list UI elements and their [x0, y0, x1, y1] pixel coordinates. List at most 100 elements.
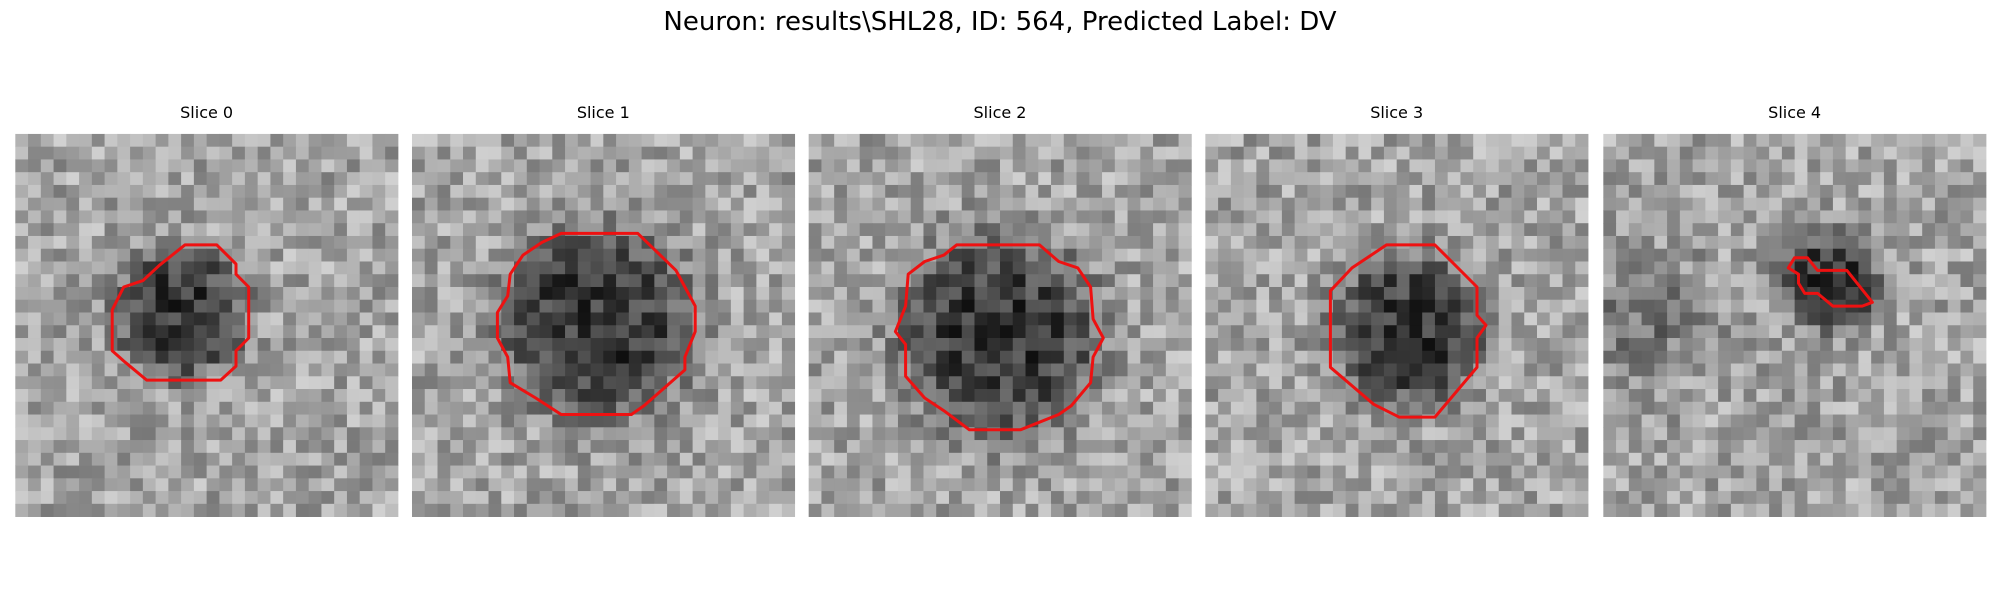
pixel: [781, 248, 796, 262]
pixel: [1230, 376, 1245, 390]
pixel: [1127, 261, 1141, 275]
pixel: [142, 210, 157, 224]
pixel: [1165, 159, 1179, 173]
pixel: [1140, 286, 1154, 301]
pixel: [1718, 389, 1732, 403]
pixel: [219, 427, 233, 441]
pixel: [1562, 389, 1576, 403]
pixel: [679, 223, 694, 237]
pixel: [1641, 491, 1655, 505]
pixel: [1756, 350, 1770, 364]
pixel: [834, 389, 848, 403]
pixel: [1218, 197, 1232, 211]
pixel: [1947, 133, 1961, 148]
pixel: [1909, 261, 1923, 275]
pixel: [910, 452, 924, 466]
pixel: [270, 133, 284, 148]
pixel: [15, 427, 29, 441]
pixel: [1498, 274, 1512, 288]
pixel: [206, 248, 220, 262]
pixel: [232, 274, 246, 288]
pixel: [1320, 274, 1334, 288]
pixel: [1051, 363, 1065, 377]
pixel: [974, 478, 988, 492]
pixel: [1281, 440, 1296, 454]
pixel: [1511, 350, 1525, 364]
pixel: [1230, 491, 1245, 505]
pixel: [334, 248, 348, 262]
pixel: [1383, 478, 1398, 492]
slice-image: [1603, 133, 1987, 517]
pixel: [1960, 274, 1974, 288]
pixel: [1025, 491, 1039, 505]
pixel: [1896, 184, 1910, 199]
pixel: [1603, 312, 1617, 326]
pixel: [1511, 223, 1525, 237]
pixel: [923, 440, 937, 454]
pixel: [552, 350, 566, 364]
pixel: [1460, 440, 1474, 454]
pixel: [590, 159, 604, 173]
pixel: [1205, 363, 1219, 377]
pixel: [411, 325, 426, 339]
pixel: [411, 389, 426, 403]
pixel: [1153, 159, 1167, 173]
pixel: [616, 452, 630, 466]
pixel: [1218, 184, 1232, 199]
pixel: [756, 491, 770, 505]
pixel: [667, 414, 681, 428]
pixel: [1063, 465, 1077, 479]
pixel: [53, 414, 67, 428]
pixel: [1256, 235, 1270, 250]
pixel: [1447, 491, 1461, 505]
pixel: [181, 159, 195, 173]
pixel: [769, 414, 783, 428]
pixel: [219, 274, 233, 288]
pixel: [974, 452, 988, 466]
pixel: [1165, 197, 1179, 211]
pixel: [679, 172, 694, 186]
pixel: [781, 376, 796, 390]
pixel: [718, 414, 732, 428]
pixel: [1616, 223, 1630, 237]
pixel: [1396, 401, 1410, 415]
pixel: [359, 172, 373, 186]
pixel: [743, 248, 757, 262]
pixel: [808, 478, 822, 492]
pixel: [28, 465, 42, 479]
pixel: [257, 235, 271, 250]
pixel: [1332, 197, 1347, 211]
pixel: [411, 261, 426, 275]
pixel: [206, 172, 220, 186]
pixel: [1485, 338, 1500, 352]
pixel: [1692, 210, 1706, 224]
pixel: [1692, 465, 1706, 479]
pixel: [206, 452, 220, 466]
pixel: [372, 465, 386, 479]
pixel: [1641, 248, 1655, 262]
pixel: [501, 338, 515, 352]
pixel: [705, 363, 719, 377]
pixel: [641, 299, 655, 313]
pixel: [1345, 184, 1359, 199]
pixel: [1628, 159, 1642, 173]
pixel: [1769, 146, 1783, 160]
pixel: [692, 491, 706, 505]
pixel: [244, 376, 259, 390]
pixel: [1205, 478, 1219, 492]
pixel: [244, 184, 259, 199]
pixel: [1562, 325, 1576, 339]
pixel: [40, 312, 54, 326]
pixel: [1178, 389, 1192, 403]
pixel: [539, 401, 553, 415]
pixel: [206, 184, 220, 199]
pixel: [539, 389, 553, 403]
pixel: [514, 133, 528, 148]
pixel: [181, 363, 195, 377]
pixel: [1498, 338, 1512, 352]
pixel: [1473, 414, 1487, 428]
pixel: [372, 223, 386, 237]
pixel: [1896, 299, 1910, 313]
pixel: [1396, 133, 1410, 148]
pixel: [1896, 478, 1910, 492]
